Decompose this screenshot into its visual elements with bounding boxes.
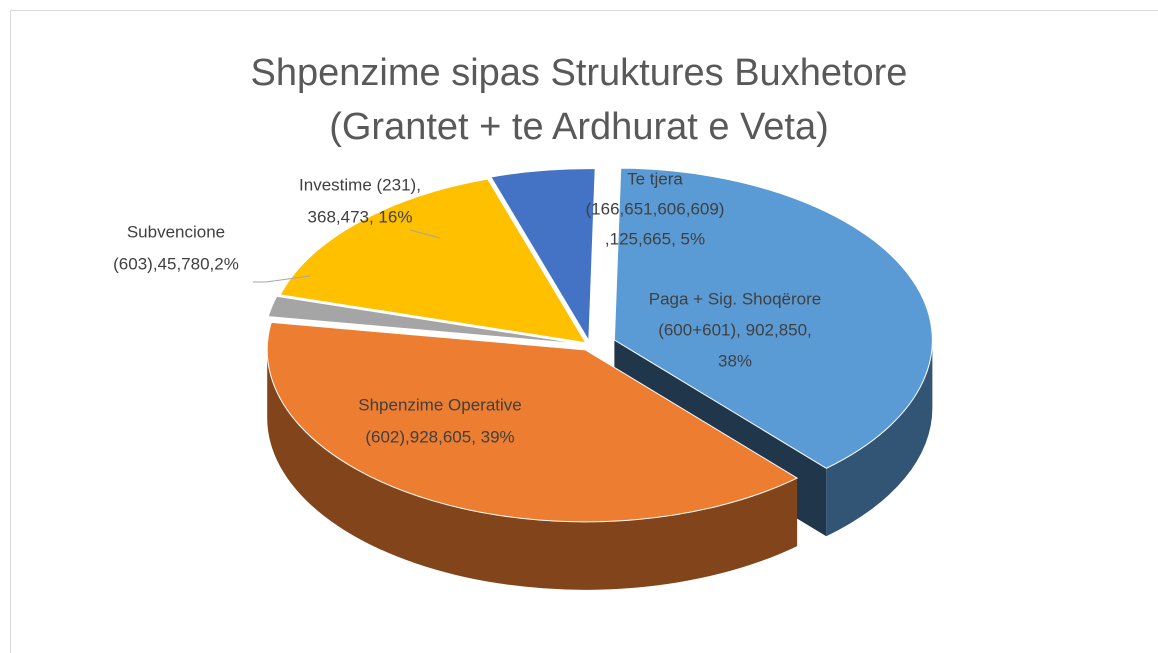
pie-side xyxy=(267,349,798,590)
data-label: Paga + Sig. Shoqërore xyxy=(649,289,821,308)
data-label: ,125,665, 5% xyxy=(605,229,705,248)
data-label: 38% xyxy=(718,351,752,370)
leader-line xyxy=(253,275,311,283)
pie-slice xyxy=(490,168,596,343)
data-label: (603),45,780,2% xyxy=(113,254,239,273)
pie-slice xyxy=(613,167,933,469)
data-label: Te tjera xyxy=(627,169,683,188)
data-label: (166,651,606,609) xyxy=(586,199,725,218)
chart-title: Shpenzime sipas Struktures Buxhetore xyxy=(251,52,908,94)
data-label: (602),928,605, 39% xyxy=(365,427,514,446)
data-label: Shpenzime Operative xyxy=(358,395,521,414)
pie-side xyxy=(826,340,933,537)
leader-line xyxy=(409,229,441,239)
pie-slice xyxy=(267,295,583,345)
chart-title: (Grantet + te Ardhurat e Veta) xyxy=(329,106,829,148)
data-label: Investime (231), xyxy=(299,175,421,194)
data-label: (600+601), 902,850, xyxy=(658,320,812,339)
pie-slice xyxy=(266,321,799,523)
data-label: Subvencione xyxy=(127,222,225,241)
pie-tops xyxy=(266,167,933,523)
data-labels: Paga + Sig. Shoqërore (600+601), 902,850,… xyxy=(113,169,821,446)
data-label: 368,473, 16% xyxy=(308,207,413,226)
